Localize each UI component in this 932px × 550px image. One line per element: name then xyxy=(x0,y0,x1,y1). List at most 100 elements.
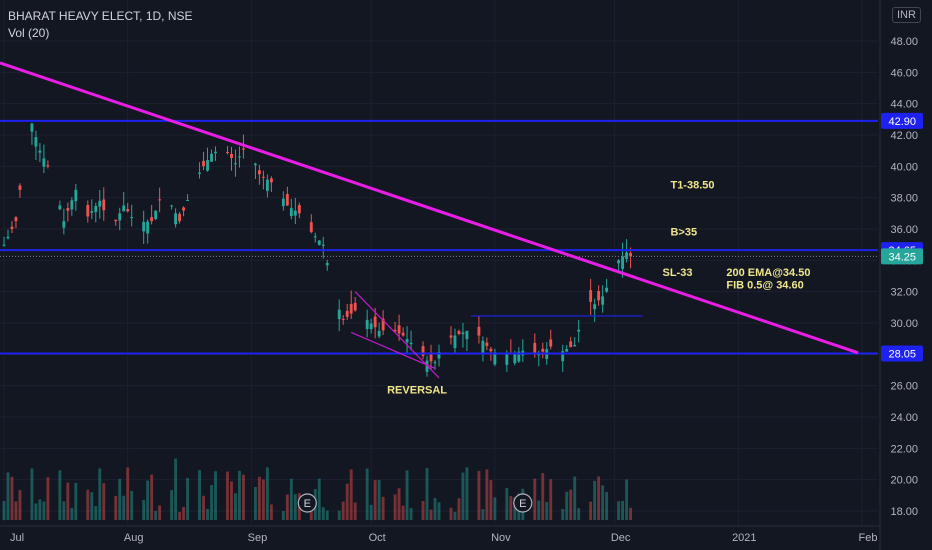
volume-bar xyxy=(629,507,633,520)
candle-body xyxy=(38,150,42,153)
volume-bar xyxy=(597,476,601,520)
candle-body xyxy=(90,211,94,213)
candle-body xyxy=(397,325,401,334)
candle-body xyxy=(94,206,98,212)
candle-body xyxy=(293,210,297,216)
time-tick-label: Aug xyxy=(124,532,144,544)
candle-body xyxy=(401,332,405,336)
candle-body xyxy=(353,302,357,311)
candle-body xyxy=(297,205,301,214)
candle-body xyxy=(102,199,106,211)
volume-bar xyxy=(341,501,345,520)
price-tick-label: 22.00 xyxy=(890,443,918,455)
volume-bar xyxy=(625,479,629,520)
volume-bar xyxy=(429,509,433,520)
volume-bar xyxy=(569,489,573,520)
candle-body xyxy=(198,172,201,174)
candle-body xyxy=(541,348,545,352)
candle-body xyxy=(126,209,130,212)
candle-body xyxy=(325,262,329,266)
candle-body xyxy=(321,244,325,246)
volume-bar xyxy=(74,482,78,520)
candle-body xyxy=(210,153,213,162)
volume-bar xyxy=(226,471,229,520)
time-tick-label: Oct xyxy=(369,532,386,544)
price-tick-label: 36.00 xyxy=(890,224,918,236)
volume-bar xyxy=(114,495,118,520)
candle-body xyxy=(226,152,229,154)
volume-bar xyxy=(509,496,513,520)
symbol-title: BHARAT HEAVY ELECT, 1D, NSE xyxy=(8,9,193,23)
volume-bar xyxy=(405,470,409,520)
volume-bar xyxy=(533,478,537,520)
volume-bar xyxy=(146,480,150,520)
candle-body xyxy=(269,178,273,183)
volume-bar xyxy=(154,511,158,520)
volume-bar xyxy=(281,511,285,520)
volume-bar xyxy=(98,468,102,520)
candle-body xyxy=(178,213,182,222)
level-price-tag xyxy=(881,345,923,362)
candle-body xyxy=(182,207,186,211)
volume-bar xyxy=(493,497,497,520)
volume-bar xyxy=(309,504,313,520)
candle-body xyxy=(206,160,209,171)
annotation-text: B>35 xyxy=(670,226,697,238)
volume-bar xyxy=(457,498,461,520)
volume-bar xyxy=(10,476,14,520)
candle-body xyxy=(457,330,461,334)
candle-body xyxy=(373,316,377,328)
volume-bar xyxy=(6,472,10,520)
volume-bar xyxy=(513,497,517,520)
volume-bar xyxy=(421,501,425,520)
candle-body xyxy=(186,200,190,202)
candle-body xyxy=(154,210,158,220)
candle-body xyxy=(146,221,150,234)
time-tick-label: Dec xyxy=(611,532,631,544)
price-tick-label: 20.00 xyxy=(890,475,918,487)
candle-body xyxy=(461,332,465,335)
currency-button[interactable]: INR xyxy=(892,7,921,23)
candle-body xyxy=(285,193,289,206)
volume-bar xyxy=(58,470,62,520)
volume-bar xyxy=(66,482,70,520)
candle-body xyxy=(58,205,62,210)
candle-body xyxy=(70,200,74,210)
earnings-marker-icon xyxy=(297,493,317,513)
volume-bar xyxy=(317,478,321,520)
volume-bar xyxy=(481,509,485,520)
price-tick-label: 40.00 xyxy=(890,161,918,173)
volume-bar xyxy=(337,510,341,520)
candle-body xyxy=(617,260,621,264)
candle-body xyxy=(485,342,489,346)
volume-bar xyxy=(158,505,162,520)
time-tick-label: Feb xyxy=(859,532,878,544)
volume-bar xyxy=(265,467,269,520)
descending-trendline xyxy=(0,61,859,355)
volume-bar xyxy=(541,473,545,520)
price-tick-label: 30.00 xyxy=(890,318,918,330)
volume-bar xyxy=(210,484,213,520)
price-tick-label: 44.00 xyxy=(890,99,918,111)
falling-wedge-line xyxy=(350,331,436,369)
volume-bar xyxy=(202,495,205,520)
candle-body xyxy=(489,348,493,352)
volume-bar xyxy=(150,474,154,520)
candle-body xyxy=(505,353,509,365)
volume-bar xyxy=(489,480,493,520)
candle-body xyxy=(597,291,601,301)
time-tick-label: Sep xyxy=(248,532,268,544)
candle-body xyxy=(565,349,569,352)
candle-body xyxy=(234,163,237,165)
volume-bar xyxy=(461,472,465,520)
candle-body xyxy=(365,319,369,330)
volume-bar xyxy=(86,489,90,520)
volume-bar xyxy=(325,510,329,520)
volume-bar xyxy=(18,490,22,520)
candle-body xyxy=(261,176,265,178)
price-tick-label: 48.00 xyxy=(890,36,918,48)
candle-body xyxy=(86,205,90,217)
candle-body xyxy=(317,240,321,245)
volume-bar xyxy=(589,501,593,520)
